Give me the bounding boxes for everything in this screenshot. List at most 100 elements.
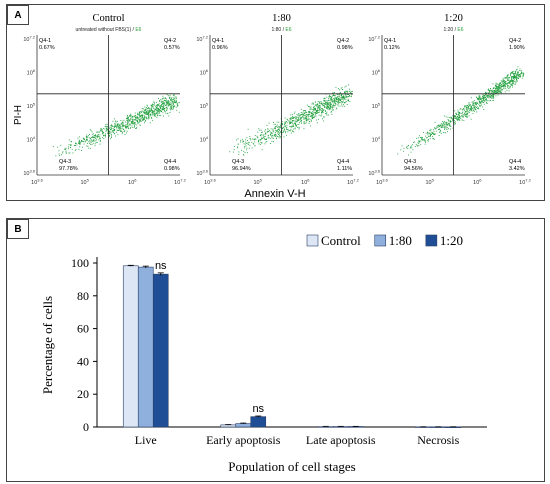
y-tick-label: 104	[372, 135, 381, 144]
scatter-point	[339, 89, 340, 91]
scatter-point	[468, 103, 470, 105]
scatter-point	[90, 139, 92, 140]
scatter-point	[100, 130, 102, 132]
scatter-point	[169, 97, 171, 98]
scatter-point	[261, 142, 262, 144]
scatter-point	[317, 106, 319, 107]
scatter-point	[440, 123, 442, 125]
scatter-point	[157, 110, 159, 112]
scatter-point	[470, 97, 472, 99]
scatter-point	[448, 122, 450, 124]
scatter-point	[105, 123, 107, 125]
scatter-point	[479, 101, 480, 103]
scatter-point	[348, 84, 349, 86]
scatter-point	[145, 118, 147, 120]
scatter-point	[283, 136, 285, 138]
x-tick-label: Early apoptosis	[206, 433, 281, 447]
scatter-point	[244, 152, 246, 153]
scatter-point	[489, 100, 491, 102]
scatter-point	[440, 124, 442, 126]
scatter-point	[310, 125, 312, 127]
scatter-point	[468, 106, 469, 108]
scatter-point	[285, 132, 286, 134]
scatter-point	[273, 123, 275, 125]
scatter-point	[117, 126, 119, 128]
scatter-point	[480, 99, 482, 101]
scatter-point	[478, 95, 480, 97]
scatter-point	[329, 108, 330, 110]
scatter-point	[521, 71, 523, 73]
scatter-point	[472, 110, 474, 112]
scatter-point	[175, 101, 177, 102]
scatter-point	[92, 133, 94, 135]
scatter-point	[347, 100, 349, 101]
scatter-point	[149, 111, 151, 113]
scatter-point	[504, 86, 506, 88]
scatter-point	[485, 97, 487, 98]
scatter-point	[315, 105, 317, 107]
scatter-point	[467, 107, 469, 109]
scatter-point	[482, 100, 484, 102]
scatter-point	[298, 119, 300, 121]
scatter-point	[166, 100, 168, 102]
scatter-point	[506, 74, 508, 76]
scatter-point	[110, 127, 112, 129]
scatter-point	[129, 115, 131, 116]
scatter-point	[148, 109, 150, 111]
scatter-point	[81, 140, 83, 142]
scatter-point	[258, 140, 259, 142]
scatter-point	[521, 77, 523, 79]
scatter-point	[303, 118, 305, 120]
scatter-point	[506, 89, 508, 91]
scatter-point	[132, 118, 134, 120]
scatter-point	[459, 113, 461, 114]
scatter-point	[123, 131, 125, 133]
scatter-point	[514, 76, 516, 78]
scatter-point	[505, 82, 507, 84]
scatter-point	[330, 96, 331, 97]
scatter-point	[154, 107, 156, 109]
scatter-point	[167, 100, 169, 102]
scatter-point	[138, 122, 140, 124]
scatter-point	[485, 94, 486, 96]
scatter-point	[272, 128, 274, 130]
scatter-point	[313, 108, 315, 110]
scatter-point	[245, 139, 246, 141]
scatter-point	[107, 126, 108, 128]
scatter-point	[507, 78, 508, 80]
bar-1:20	[152, 273, 169, 428]
scatter-point	[122, 124, 123, 126]
scatter-point	[305, 118, 307, 120]
scatter-point	[335, 98, 337, 100]
scatter-point	[145, 116, 147, 118]
scatter-point	[445, 127, 447, 128]
scatter-point	[334, 97, 336, 99]
scatter-point	[153, 113, 155, 115]
scatter-point	[323, 109, 325, 111]
scatter-point	[503, 87, 505, 89]
scatter-point	[131, 117, 133, 118]
scatter-point	[513, 77, 515, 78]
scatter-point	[338, 88, 339, 90]
scatter-point	[328, 96, 330, 98]
scatter-point	[305, 116, 307, 118]
scatter-point	[418, 145, 420, 147]
scatter-point	[344, 97, 346, 99]
scatter-point	[254, 145, 256, 147]
scatter-point	[277, 136, 278, 137]
scatter-point	[157, 107, 159, 109]
scatter-point	[497, 89, 499, 90]
scatter-point	[460, 115, 462, 117]
x-tick-label: 107.2	[347, 178, 359, 187]
scatter-point	[512, 76, 514, 77]
scatter-point	[86, 139, 87, 141]
scatter-point	[513, 78, 515, 80]
scatter-point	[497, 89, 499, 91]
scatter-point	[283, 126, 284, 128]
scatter-point	[478, 103, 480, 105]
scatter-point	[336, 101, 337, 102]
scatter-point	[349, 95, 350, 97]
scatter-point	[427, 134, 429, 136]
scatter-point	[90, 138, 92, 140]
scatter-point	[510, 80, 511, 81]
